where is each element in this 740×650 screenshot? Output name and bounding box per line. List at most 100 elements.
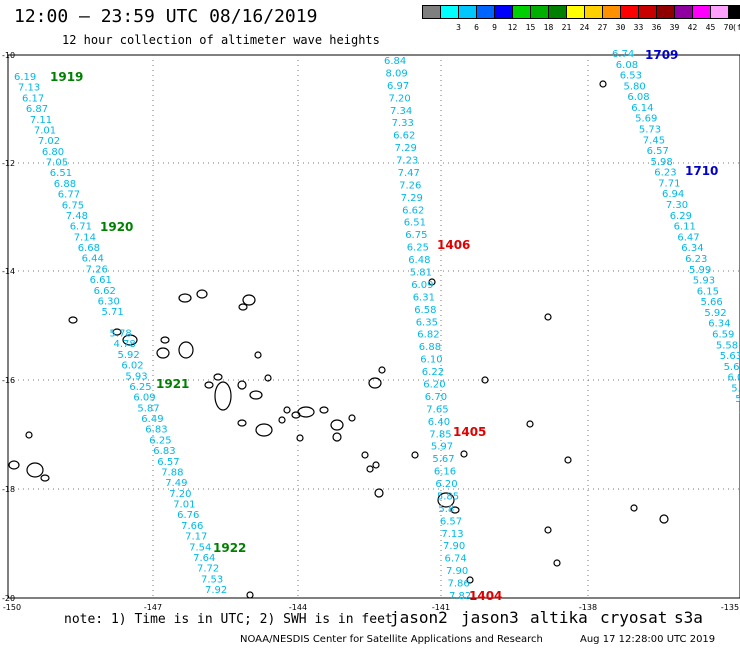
island-outline xyxy=(255,423,273,437)
pass-time-label: 1406 xyxy=(437,238,470,252)
swh-value-label: 7.53 xyxy=(201,574,223,585)
swh-value-label: 6.49 xyxy=(141,414,163,425)
swh-value-label: 5.98 xyxy=(651,157,673,168)
island-outline xyxy=(481,376,489,384)
swh-value-label: 6.16 xyxy=(434,467,456,478)
legend-label: 9 xyxy=(492,23,497,32)
swh-value-label: 6.44 xyxy=(82,254,104,265)
swh-value-label: 6.09 xyxy=(728,373,740,384)
swh-value-label: 7.02 xyxy=(38,136,60,147)
swh-value-label: 6.25 xyxy=(407,243,429,254)
island-outline xyxy=(372,461,380,469)
swh-value-label: 6.68 xyxy=(78,243,100,254)
swh-value-label: 6.75 xyxy=(62,200,84,211)
pass-time-label: 1405 xyxy=(453,425,486,439)
island-outline xyxy=(254,351,262,359)
island-outline xyxy=(564,456,572,464)
map-subtitle: 12 hour collection of altimeter wave hei… xyxy=(62,33,380,47)
swh-value-label: 6.75 xyxy=(405,230,427,241)
swh-value-label: 6.97 xyxy=(387,81,409,92)
lat-label: -12 xyxy=(2,159,15,168)
swh-value-label: 6.10 xyxy=(420,355,442,366)
swh-value-label: 6.58 xyxy=(414,305,436,316)
swh-value-label: 5.92 xyxy=(118,350,140,361)
swh-value-label: 6.84 xyxy=(384,56,406,67)
swh-value-label: 7.14 xyxy=(74,232,96,243)
swh-value-label: 6.47 xyxy=(677,232,699,243)
swh-value-label: 6.62 xyxy=(94,286,116,297)
island-outline xyxy=(374,488,384,498)
swh-value-label: 6.57 xyxy=(157,457,179,468)
legend-label: 18 xyxy=(543,23,554,32)
legend-label: 42 xyxy=(687,23,698,32)
swh-value-label: 6.19 xyxy=(14,72,36,83)
island-outline xyxy=(466,576,474,584)
island-outline xyxy=(283,406,291,414)
swh-value-label: 6.08 xyxy=(627,92,649,103)
island-outline xyxy=(319,406,329,414)
island-outline xyxy=(160,336,170,344)
island-outline xyxy=(330,419,344,431)
swh-value-label: 7.11 xyxy=(30,115,52,126)
island-outline xyxy=(68,316,78,324)
swh-value-label: 7.29 xyxy=(401,193,423,204)
swh-value-label: 6.31 xyxy=(413,292,435,303)
swh-value-label: 6.70 xyxy=(425,392,447,403)
swh-value-label: 5.97 xyxy=(431,442,453,453)
swh-value-label: 6.48 xyxy=(408,255,430,266)
swh-value-label: 5.63 xyxy=(720,351,740,362)
island-outline xyxy=(213,373,223,381)
timestamp: Aug 17 12:28:00 UTC 2019 xyxy=(580,634,716,645)
island-outline xyxy=(348,414,356,422)
island-outline xyxy=(237,380,247,390)
swh-value-label: 6.34 xyxy=(708,319,730,330)
legend-label: 6 xyxy=(474,23,479,32)
swh-value-label: 5.87 xyxy=(137,403,159,414)
swh-value-label: 6.76 xyxy=(177,510,199,521)
lat-label: -16 xyxy=(2,376,15,385)
legend-label: 33 xyxy=(633,23,644,32)
island-outline xyxy=(297,406,315,418)
swh-value-label: 6.71 xyxy=(70,222,92,233)
swh-value-label: 6.57 xyxy=(647,146,669,157)
swh-value-label: 7.20 xyxy=(389,93,411,104)
island-outline xyxy=(599,80,607,88)
lon-label: -141 xyxy=(432,603,450,612)
swh-value-label: 7.54 xyxy=(189,542,211,553)
swh-value-label: 6.23 xyxy=(654,168,676,179)
island-outline xyxy=(237,419,247,427)
swh-value-label: 7.66 xyxy=(181,521,203,532)
swh-value-label: 5.67 xyxy=(432,454,454,465)
swh-value-label: 6.74 xyxy=(612,49,634,60)
swh-value-label: 7.34 xyxy=(390,106,412,117)
island-outline xyxy=(411,451,419,459)
swh-value-label: 6.51 xyxy=(404,218,426,229)
swh-value-label: 5.92 xyxy=(704,308,726,319)
legend-label: 36 xyxy=(651,23,662,32)
swh-value-label: 6.35 xyxy=(416,317,438,328)
island-outline xyxy=(196,289,208,299)
swh-value-label: 6.40 xyxy=(428,417,450,428)
swh-value-label: 6.25 xyxy=(149,435,171,446)
legend-swatch xyxy=(728,5,740,19)
island-outline xyxy=(544,526,552,534)
swh-value-label: 6.20 xyxy=(423,380,445,391)
swh-value-label: 5.58 xyxy=(716,340,738,351)
units-note: note: 1) Time is in UTC; 2) SWH is in fe… xyxy=(64,612,393,627)
legend-label: 21 xyxy=(561,23,572,32)
island-outline xyxy=(242,294,256,306)
swh-value-label: 7.47 xyxy=(398,168,420,179)
swh-value-label: 7.05 xyxy=(46,158,68,169)
swh-value-label: 6.74 xyxy=(445,554,467,565)
swh-value-label: 6.29 xyxy=(670,211,692,222)
credit-line: NOAA/NESDIS Center for Satellite Applica… xyxy=(240,634,543,645)
island-outline xyxy=(437,492,455,508)
island-outline xyxy=(249,390,263,400)
swh-value-label: 7.64 xyxy=(193,553,215,564)
pass-time-label: 1919 xyxy=(50,70,83,84)
pass-time-label: 1922 xyxy=(213,541,246,555)
swh-value-label: 7.01 xyxy=(173,500,195,511)
lat-label: -18 xyxy=(2,485,15,494)
